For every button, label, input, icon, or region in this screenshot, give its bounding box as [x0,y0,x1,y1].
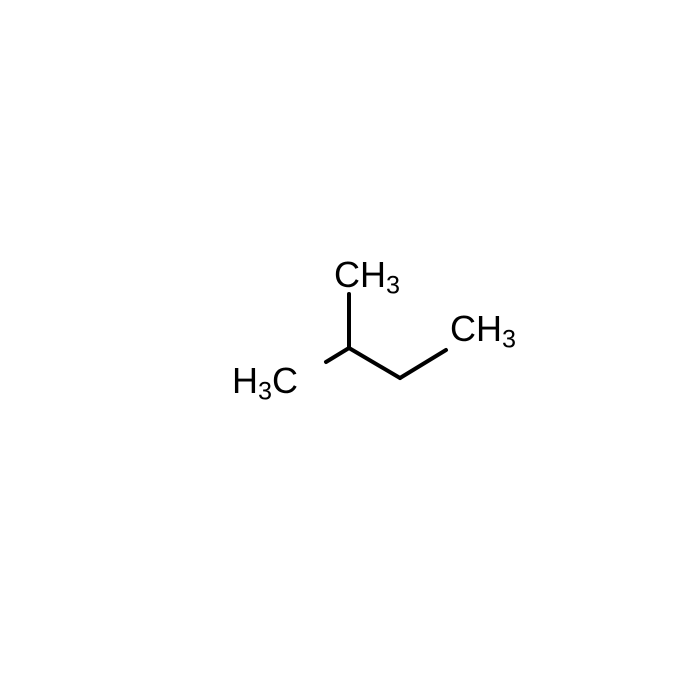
atom-text: CH [334,254,386,295]
bond-lines [0,0,700,700]
atom-sub: 3 [258,377,272,405]
atom-sub: 3 [502,325,516,353]
atom-text: H [232,360,258,401]
atom-sub: 3 [386,271,400,299]
atom-label-h3c-left: H3C [232,360,298,406]
bond-line [326,348,349,362]
structure-canvas: CH3 H3C CH3 [0,0,700,700]
atom-tail: C [272,360,298,401]
atom-text: CH [450,308,502,349]
atom-label-ch3-right: CH3 [450,308,516,354]
bond-line [349,348,400,378]
bond-line [400,350,446,378]
atom-label-ch3-top: CH3 [334,254,400,300]
